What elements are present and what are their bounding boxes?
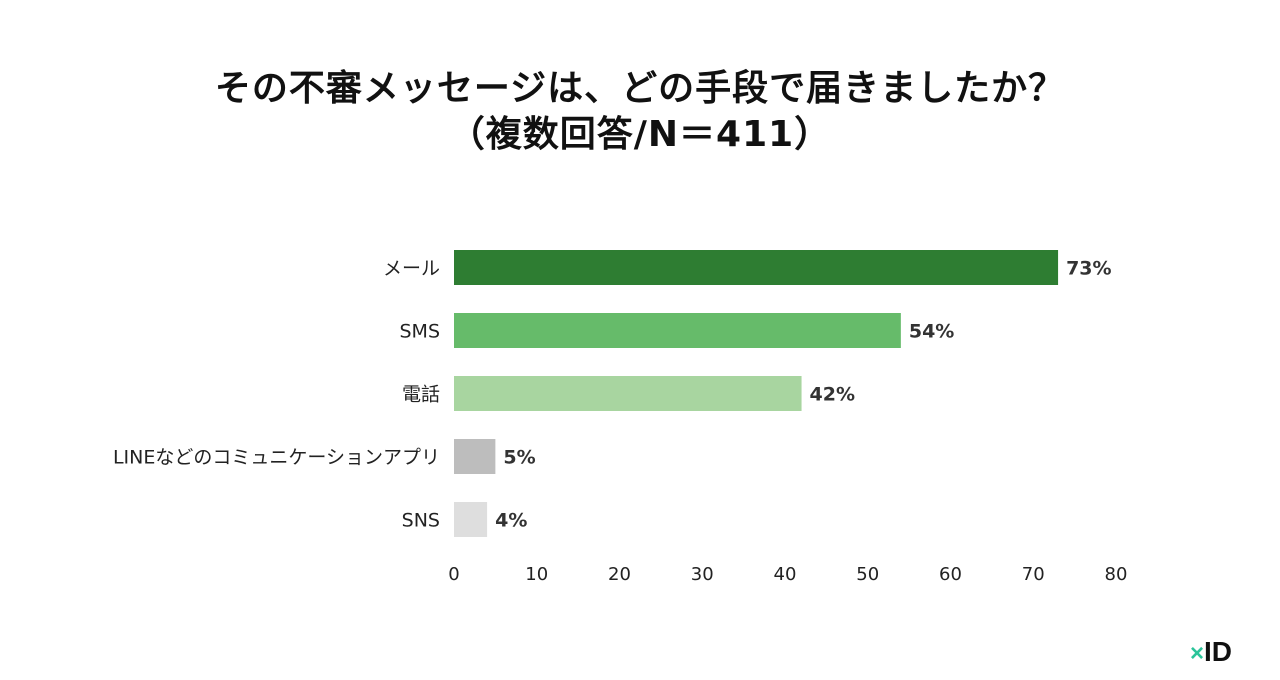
bar: [454, 502, 488, 537]
x-tick-label: 20: [608, 564, 631, 585]
category-label: SMS: [399, 321, 440, 343]
bar: [454, 250, 1059, 285]
x-tick-label: 60: [939, 564, 962, 585]
brand-logo-mark: ×: [1190, 640, 1205, 667]
x-tick-label: 70: [1022, 564, 1045, 585]
data-label: 42%: [810, 384, 855, 406]
chart-title: その不審メッセージは、どの手段で届きましたか？ （複数回答/N＝411）: [0, 66, 1280, 158]
x-tick-label: 0: [448, 564, 459, 585]
data-label: 73%: [1066, 258, 1111, 280]
x-tick-label: 30: [691, 564, 714, 585]
data-label: 5%: [503, 447, 535, 469]
brand-logo-text: ID: [1204, 636, 1233, 667]
x-tick-label: 40: [774, 564, 797, 585]
x-tick-label: 80: [1105, 564, 1128, 585]
bar: [454, 313, 901, 348]
bar: [454, 439, 496, 474]
category-label: SNS: [402, 510, 440, 532]
bar: [454, 376, 802, 411]
category-label: 電話: [402, 384, 440, 406]
brand-logo: ×ID: [1190, 636, 1232, 670]
category-label: LINEなどのコミュニケーションアプリ: [113, 447, 440, 469]
chart-title-line2: （複数回答/N＝411）: [448, 114, 832, 155]
x-tick-label: 10: [525, 564, 548, 585]
chart-title-line1: その不審メッセージは、どの手段で届きましたか？: [214, 68, 1066, 109]
category-label: メール: [383, 258, 440, 280]
data-label: 54%: [909, 321, 954, 343]
data-label: 4%: [495, 510, 527, 532]
x-tick-label: 50: [856, 564, 879, 585]
